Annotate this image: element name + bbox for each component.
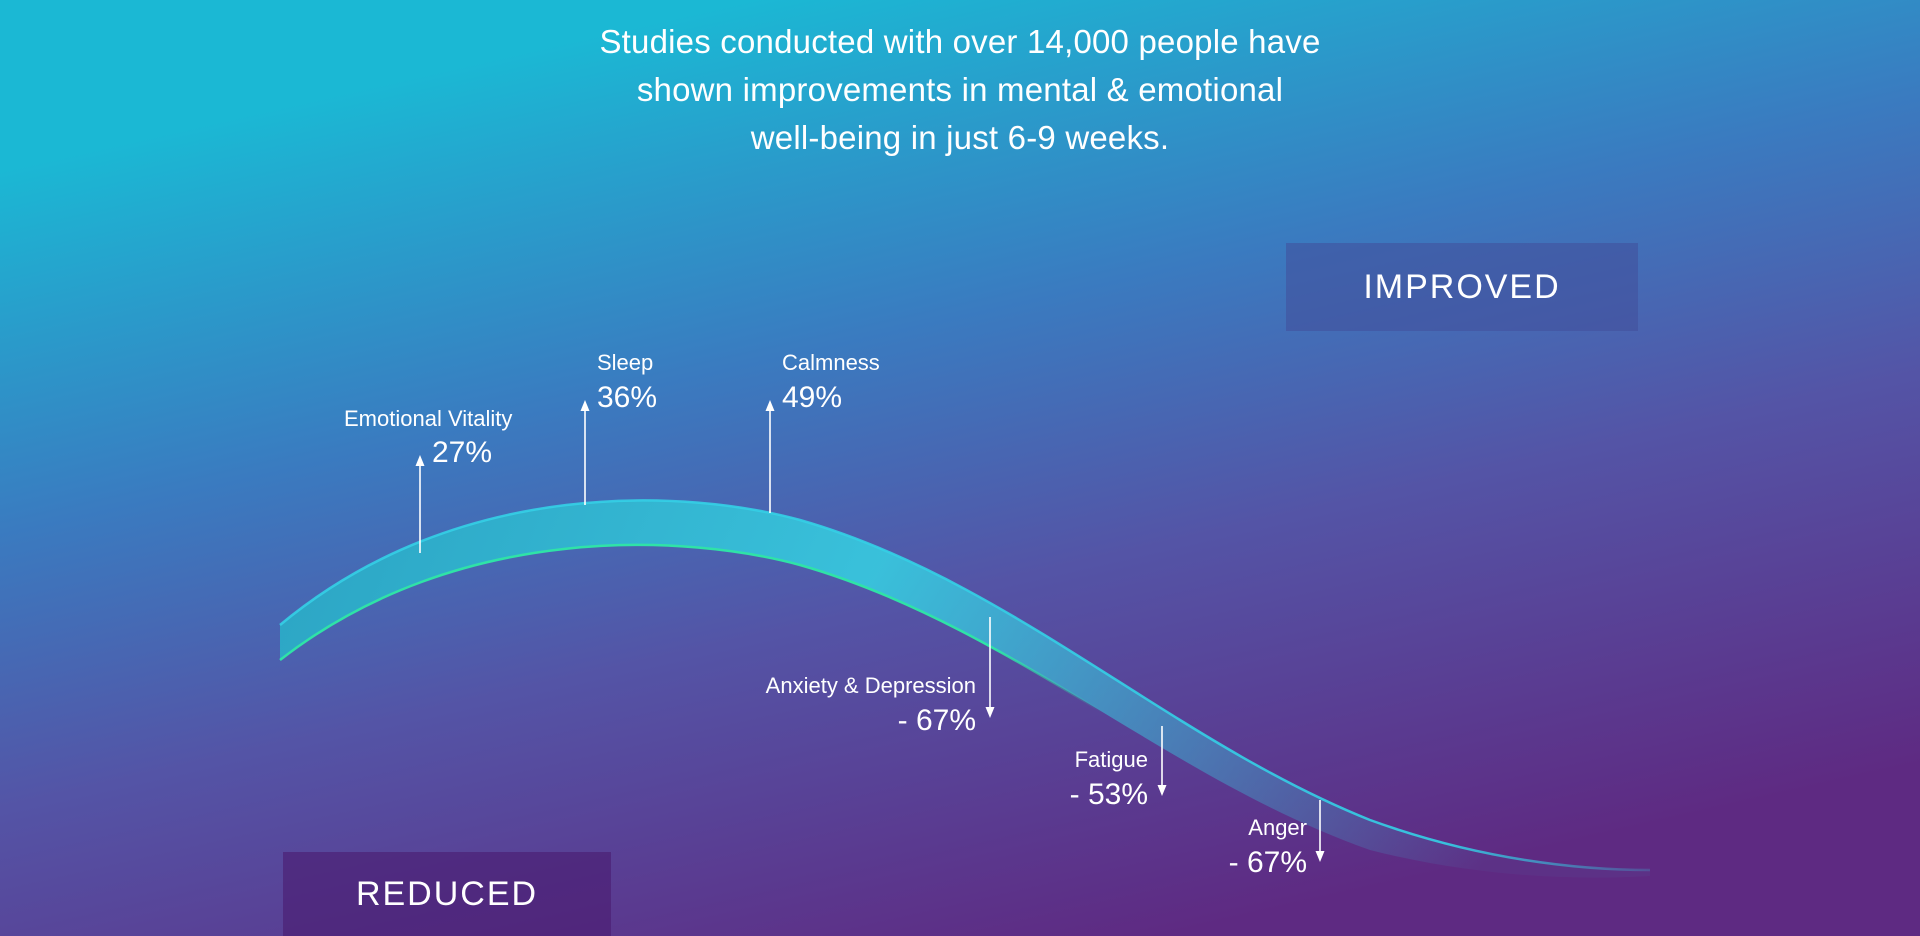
metric-label-anxiety-depression: Anxiety & Depression: [766, 673, 976, 699]
metric-label-sleep: Sleep: [597, 350, 653, 376]
arrow-anxiety-depression: [986, 617, 995, 718]
metric-value-sleep: 36%: [597, 381, 657, 415]
metric-label-anger: Anger: [1248, 815, 1307, 841]
arrow-sleep: [581, 400, 590, 505]
metric-value-anger: - 67%: [1229, 846, 1307, 880]
metric-label-emotional-vitality: Emotional Vitality: [344, 406, 512, 432]
arrow-calmness: [766, 400, 775, 513]
annotations: [0, 0, 1920, 936]
metric-value-fatigue: - 53%: [1070, 778, 1148, 812]
metric-label-fatigue: Fatigue: [1075, 747, 1148, 773]
metric-value-anxiety-depression: - 67%: [898, 704, 976, 738]
arrow-emotional-vitality: [416, 455, 425, 553]
metric-label-calmness: Calmness: [782, 350, 880, 376]
metric-value-calmness: 49%: [782, 381, 842, 415]
arrow-fatigue: [1158, 726, 1167, 796]
arrow-anger: [1316, 800, 1325, 862]
infographic-stage: Studies conducted with over 14,000 peopl…: [0, 0, 1920, 936]
metric-value-emotional-vitality: 27%: [432, 436, 492, 470]
